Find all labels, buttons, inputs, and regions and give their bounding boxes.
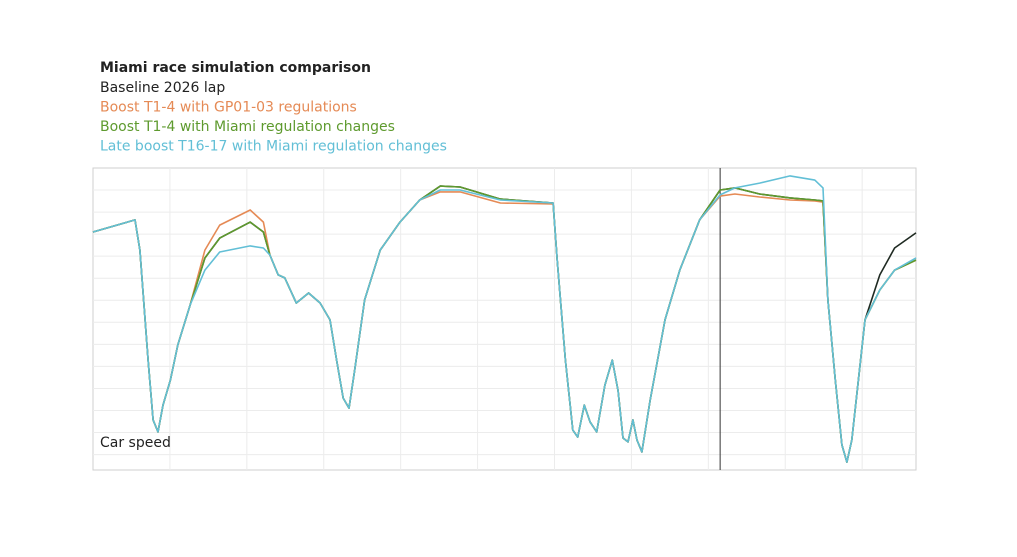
y-axis-label: Car speed	[100, 435, 171, 451]
series-line	[92, 185, 917, 463]
series-line	[92, 175, 917, 463]
legend-entry: Boost T1-4 with GP01-03 regulations	[100, 100, 357, 116]
legend-entry: Baseline 2026 lap	[100, 80, 225, 96]
plot-frame	[92, 167, 917, 471]
chart-title: Miami race simulation comparison	[100, 60, 371, 76]
series-line	[92, 185, 917, 463]
legend-entry: Boost T1-4 with Miami regulation changes	[100, 119, 395, 135]
legend-entry: Late boost T16-17 with Miami regulation …	[100, 139, 447, 155]
series-line	[92, 191, 917, 463]
